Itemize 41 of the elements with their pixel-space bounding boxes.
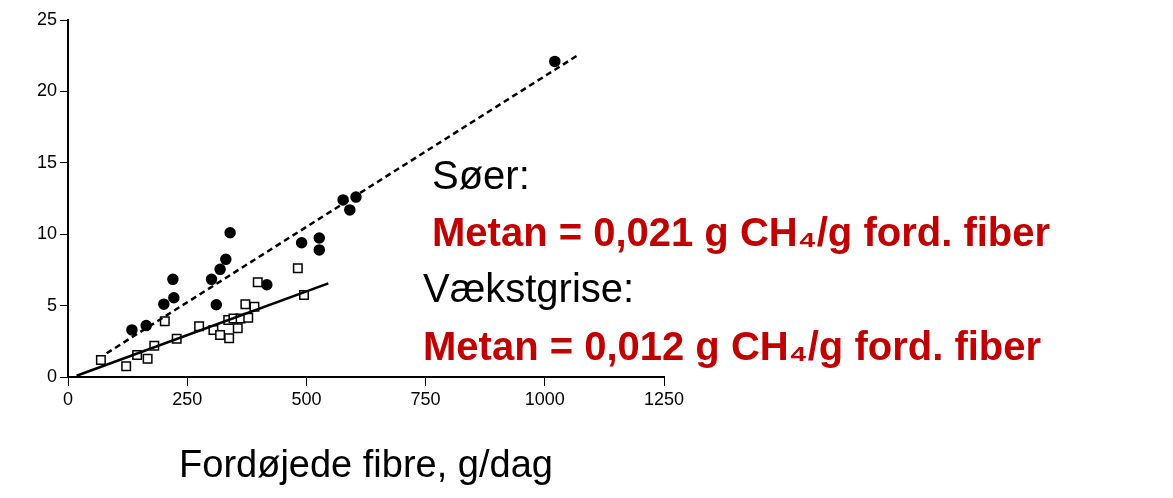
annotation: Søer: — [432, 153, 530, 197]
point — [168, 292, 180, 304]
point — [224, 227, 236, 239]
point — [220, 253, 232, 266]
x-tick-label: 1000 — [524, 388, 565, 409]
x-tick-label: 1250 — [643, 388, 685, 409]
x-tick-label: 0 — [62, 388, 74, 409]
point — [292, 263, 303, 274]
point — [295, 237, 308, 249]
y-tick-label: 10 — [36, 223, 57, 244]
point — [313, 244, 326, 256]
point — [215, 330, 226, 341]
point — [313, 232, 326, 244]
point — [210, 298, 223, 311]
y-tick-label: 20 — [36, 80, 57, 101]
y-tick-label: 25 — [36, 8, 57, 29]
x-tick-label: 250 — [172, 388, 203, 409]
point — [240, 299, 251, 310]
point — [142, 353, 153, 364]
point — [159, 316, 170, 327]
annotation: Vækstgrise: — [423, 266, 635, 310]
x-tick-label: 500 — [291, 388, 322, 409]
point — [252, 277, 263, 288]
y-tick-label: 15 — [36, 151, 57, 172]
point — [126, 324, 138, 336]
point — [95, 355, 106, 365]
point — [167, 273, 179, 286]
point — [224, 333, 235, 344]
point — [344, 204, 356, 216]
annotation: Metan = 0,012 g CH₄/g ford. fiber — [423, 324, 1042, 368]
point — [158, 298, 170, 310]
annotation: Metan = 0,021 g CH₄/g ford. fiber — [432, 210, 1051, 254]
point — [121, 361, 132, 372]
x-tick-label: 750 — [410, 388, 441, 409]
point — [205, 273, 218, 286]
point — [214, 263, 226, 276]
point — [549, 55, 561, 68]
point — [232, 323, 243, 334]
x-axis-title: Fordøjede fibre, g/dag — [178, 443, 554, 485]
y-tick-label: 5 — [46, 294, 57, 315]
y-tick-label: 0 — [46, 365, 57, 386]
